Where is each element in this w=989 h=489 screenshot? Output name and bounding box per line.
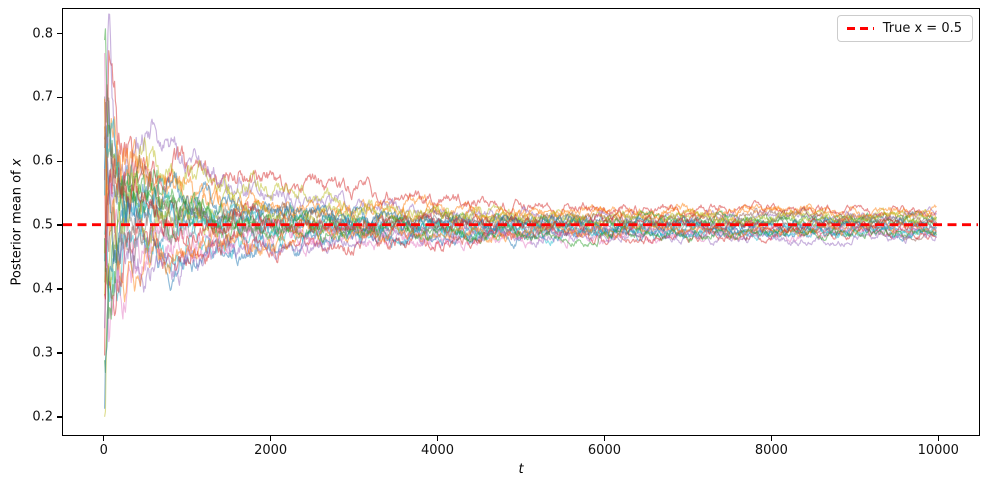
x-tick-mark: [269, 436, 272, 441]
y-tick-label: 0.7: [32, 89, 53, 105]
y-tick-mark: [57, 32, 62, 35]
trajectories-canvas: [63, 9, 978, 434]
legend-label: True x = 0.5: [882, 21, 962, 36]
y-tick-mark: [57, 416, 62, 418]
x-tick-mark: [603, 436, 606, 441]
y-axis-label-variable: x: [9, 158, 25, 167]
y-tick-mark: [57, 288, 62, 290]
y-tick-label: 0.2: [32, 409, 53, 425]
x-axis-label: t: [518, 462, 523, 477]
y-tick-mark: [57, 160, 62, 163]
legend-dashed-line-sample: [846, 27, 874, 30]
y-axis-label-text: Posterior mean of: [9, 166, 25, 286]
y-tick-mark: [57, 96, 62, 99]
x-tick-label: 2000: [254, 443, 288, 458]
y-tick-label: 0.4: [32, 281, 53, 297]
x-tick-label: 0: [99, 443, 108, 458]
x-tick-label: 4000: [420, 443, 455, 458]
x-tick-mark: [770, 436, 773, 441]
x-tick-label: 10000: [917, 443, 959, 458]
y-tick-label: 0.3: [32, 345, 53, 361]
x-axis-label-text: t: [518, 462, 524, 477]
y-tick-label: 0.6: [32, 153, 53, 169]
x-tick-label: 6000: [587, 443, 621, 458]
x-tick-mark: [937, 436, 940, 441]
y-axis-label: Posterior mean of x: [10, 159, 25, 286]
y-tick-mark: [57, 352, 62, 354]
x-tick-mark: [102, 436, 105, 441]
x-tick-label: 8000: [754, 443, 788, 458]
legend: True x = 0.5: [836, 15, 973, 42]
y-tick-mark: [57, 224, 62, 226]
x-tick-mark: [436, 436, 439, 441]
plot-area: True x = 0.5: [62, 8, 980, 436]
y-tick-label: 0.8: [32, 26, 53, 42]
y-tick-label: 0.5: [32, 217, 53, 233]
